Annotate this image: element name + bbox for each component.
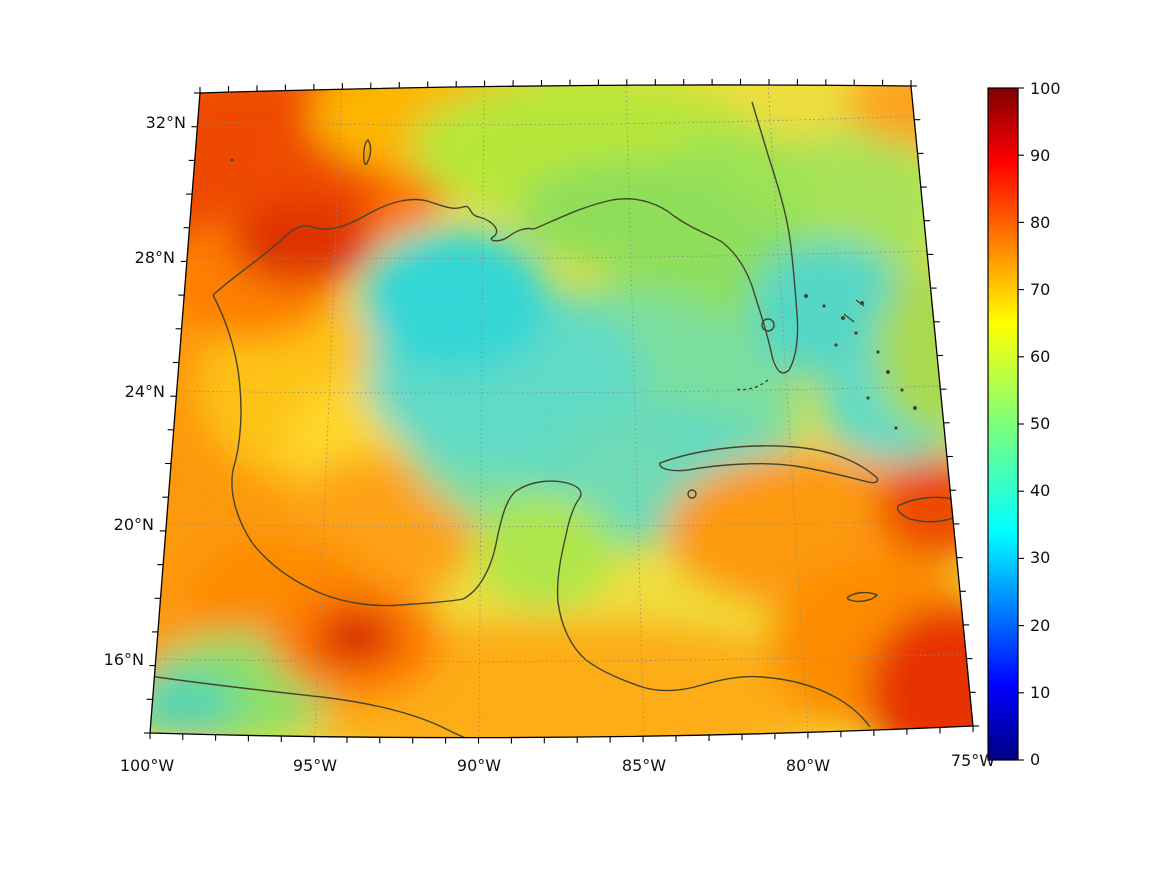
colorbar-tick-label: 10: [1030, 683, 1050, 702]
lon-tick-label: 90°W: [457, 756, 501, 775]
lat-tick-label: 28°N: [135, 248, 175, 267]
colorbar-tick-label: 40: [1030, 481, 1050, 500]
colorbar-tick-label: 90: [1030, 146, 1050, 165]
colorbar-tick-label: 100: [1030, 79, 1061, 98]
colorbar: 100 90 80 70 60 50 40 30 20 10 0: [987, 79, 1061, 769]
edge-tick-marks: [144, 78, 979, 744]
colorbar-tick-label: 70: [1030, 280, 1050, 299]
heatmap-field: [150, 84, 973, 738]
graticule-gridlines: [154, 84, 967, 738]
longitude-labels: 100°W 95°W 90°W 85°W 80°W 75°W: [120, 751, 995, 775]
lat-tick-label: 16°N: [104, 650, 144, 669]
coastlines: [150, 101, 967, 738]
map-border: [149, 84, 974, 739]
lat-tick-label: 24°N: [125, 382, 165, 401]
lat-tick-label: 32°N: [146, 113, 186, 132]
colorbar-labels: 100 90 80 70 60 50 40 30 20 10 0: [1030, 79, 1061, 769]
lon-tick-label: 95°W: [293, 756, 337, 775]
colorbar-tick-label: 60: [1030, 347, 1050, 366]
lon-tick-label: 100°W: [120, 756, 175, 775]
colorbar-tick-label: 80: [1030, 213, 1050, 232]
colorbar-tick-label: 50: [1030, 414, 1050, 433]
lon-tick-label: 75°W: [951, 751, 995, 770]
colorbar-tick-label: 0: [1030, 750, 1040, 769]
lon-tick-label: 85°W: [622, 756, 666, 775]
colorbar-gradient: [987, 87, 1019, 761]
colorbar-tick-label: 20: [1030, 616, 1050, 635]
colorbar-tick-label: 30: [1030, 548, 1050, 567]
lat-tick-label: 20°N: [114, 515, 154, 534]
latitude-labels: 32°N 28°N 24°N 20°N 16°N: [104, 113, 186, 669]
lon-tick-label: 80°W: [786, 756, 830, 775]
colorbar-tick-marks: [1018, 87, 1024, 761]
